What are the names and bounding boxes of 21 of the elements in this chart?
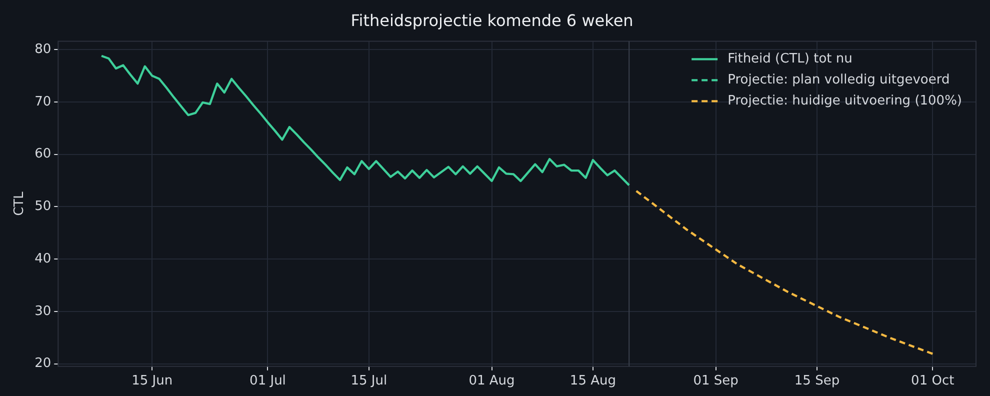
chart-title: Fitheidsprojectie komende 6 weken [350, 10, 634, 30]
line-series [635, 190, 934, 355]
x-tick-label: 15 Jun [132, 374, 173, 389]
y-tick-label: 30 [34, 304, 52, 319]
legend-label: Fitheid (CTL) tot nu [728, 52, 852, 67]
x-tick-label: 01 Jul [250, 374, 286, 389]
y-tick-label: 20 [34, 356, 52, 372]
x-tick-label: 15 Aug [570, 374, 616, 389]
y-tick-label: 70 [34, 94, 52, 110]
x-tick-label: 15 Jul [350, 374, 388, 389]
y-axis-title: CTL [12, 190, 28, 216]
y-tick-label: 50 [34, 199, 52, 214]
y-tick-label: 40 [34, 251, 52, 266]
y-tick-label: 80 [34, 42, 52, 57]
x-tick-label: 01 Sep [693, 374, 738, 389]
legend-label: Projectie: huidige uitvoering (100%) [728, 94, 962, 109]
x-tick-label: 01 Oct [911, 374, 954, 389]
legend-label: Projectie: plan volledig uitgevoerd [728, 72, 950, 88]
x-tick-label: 01 Aug [468, 374, 515, 389]
y-tick-label: 60 [34, 146, 52, 162]
x-tick-label: 15 Sep [794, 374, 840, 389]
